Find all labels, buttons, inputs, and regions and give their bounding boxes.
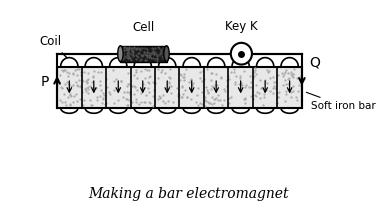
Bar xyxy=(121,46,167,62)
Ellipse shape xyxy=(164,46,169,62)
Circle shape xyxy=(231,43,252,64)
Text: Key K: Key K xyxy=(225,20,258,33)
Text: Soft iron bar: Soft iron bar xyxy=(307,92,376,111)
Text: Coil: Coil xyxy=(40,35,67,57)
Ellipse shape xyxy=(118,46,123,62)
Text: Cell: Cell xyxy=(132,21,154,34)
Bar xyxy=(57,67,302,108)
Text: P: P xyxy=(41,75,49,89)
Text: Making a bar electromagnet: Making a bar electromagnet xyxy=(88,187,289,201)
Text: Q: Q xyxy=(310,56,321,69)
